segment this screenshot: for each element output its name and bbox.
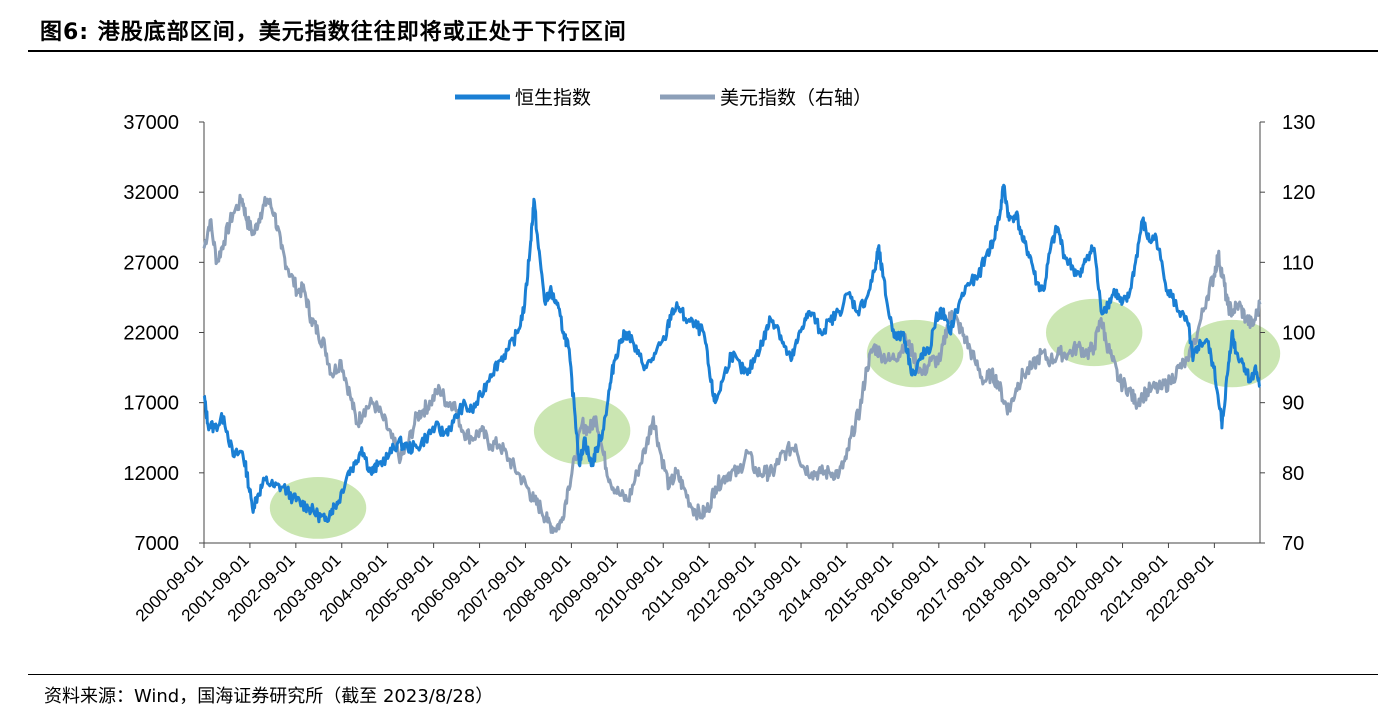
right-tick-label: 80: [1282, 463, 1304, 485]
right-tick-label: 100: [1282, 323, 1315, 345]
legend: 恒生指数 美元指数（右轴）: [455, 87, 872, 109]
series-line-hsi: [202, 183, 1261, 524]
left-tick-label: 7000: [135, 533, 180, 555]
source-rule: [28, 674, 1378, 675]
left-tick-label: 12000: [123, 463, 179, 485]
right-tick-label: 130: [1282, 112, 1315, 134]
right-tick-label: 120: [1282, 182, 1315, 204]
left-tick-label: 22000: [123, 323, 179, 345]
series-layer: [202, 183, 1262, 534]
left-tick-label: 17000: [123, 393, 179, 415]
legend-dxy-label: 美元指数（右轴）: [720, 87, 872, 109]
legend-hsi-label: 恒生指数: [515, 87, 591, 109]
right-tick-label: 70: [1282, 533, 1304, 555]
left-tick-label: 27000: [123, 252, 179, 274]
left-tick-label: 37000: [123, 112, 179, 134]
figure-title: 图6: 港股底部区间，美元指数往往即将或正处于下行区间: [40, 20, 627, 45]
title-rule: [28, 50, 1378, 52]
right-tick-label: 110: [1282, 252, 1314, 274]
left-tick-label: 32000: [123, 182, 179, 204]
highlight-layer: [269, 298, 1281, 539]
series-line-dxy: [202, 193, 1262, 534]
axes-layer: 37000 32000 27000 22000 17000 12000 7000 130 120…: [123, 112, 1315, 625]
right-tick-label: 90: [1282, 393, 1304, 415]
source-note: 资料来源：Wind，国海证券研究所（截至 2023/8/28）: [44, 686, 494, 707]
